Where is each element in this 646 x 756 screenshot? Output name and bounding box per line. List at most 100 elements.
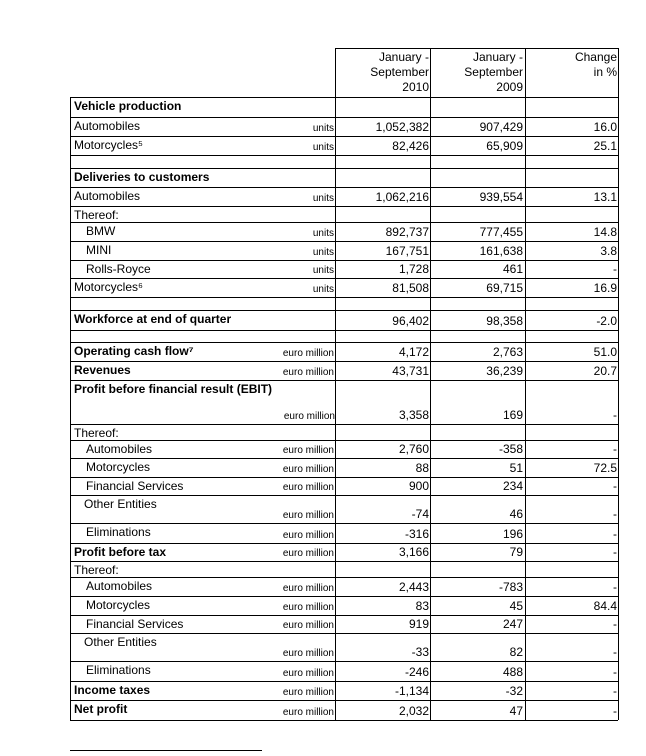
value: -2.0 — [596, 314, 617, 328]
row-rule — [70, 495, 618, 496]
value: 51 — [509, 461, 523, 475]
value: 65,909 — [486, 139, 523, 153]
value: 167,751 — [385, 244, 429, 258]
row-label: Deliveries to customers — [74, 170, 210, 184]
row-rule — [335, 48, 618, 49]
value: 900 — [408, 479, 429, 493]
column-rule — [70, 97, 71, 720]
row-label: Automobiles — [86, 442, 153, 456]
row-label: Operating cash flow⁷ — [74, 344, 194, 358]
row-rule — [70, 661, 618, 662]
value: 13.1 — [593, 190, 617, 204]
unit: units — [312, 123, 334, 134]
unit: euro million — [282, 464, 334, 475]
row-rule — [70, 155, 618, 156]
value: 234 — [502, 479, 523, 493]
value: 892,737 — [385, 225, 429, 239]
column-header: in % — [593, 65, 617, 79]
value: 14.8 — [593, 225, 617, 239]
row-rule — [70, 424, 618, 425]
unit: euro million — [282, 620, 334, 631]
value: - — [613, 408, 617, 422]
column-header: Change — [574, 50, 617, 64]
row-label: Thereof: — [74, 426, 119, 440]
row-label: Automobiles — [74, 189, 141, 203]
value: 2,032 — [398, 704, 429, 718]
row-label: MINI — [86, 243, 112, 257]
value: - — [613, 617, 617, 631]
row-rule — [70, 222, 618, 223]
value: 16.0 — [593, 120, 617, 134]
row-label: Motorcycles⁶ — [74, 280, 143, 294]
row-label: Eliminations — [86, 663, 151, 677]
value: - — [613, 262, 617, 276]
column-header: 2010 — [402, 80, 429, 94]
row-label: Financial Services — [86, 479, 184, 493]
column-header: 2009 — [496, 80, 523, 94]
value: - — [613, 684, 617, 698]
value: 98,358 — [486, 314, 523, 328]
value: -74 — [411, 507, 429, 521]
row-label: Other Entities — [84, 635, 157, 649]
value: - — [613, 479, 617, 493]
column-rule — [618, 48, 619, 720]
value: 2,760 — [398, 442, 429, 456]
unit: euro million — [282, 348, 334, 359]
value: 72.5 — [593, 461, 617, 475]
value: 1,052,382 — [375, 120, 429, 134]
column-rule — [525, 48, 526, 720]
value: 247 — [502, 617, 523, 631]
unit: euro million — [282, 668, 334, 679]
row-rule — [70, 700, 618, 701]
row-rule — [70, 380, 618, 381]
row-rule — [70, 477, 618, 478]
value: 83 — [415, 599, 429, 613]
value: - — [613, 645, 617, 659]
row-label: Motorcycles — [86, 598, 151, 612]
value: 461 — [502, 262, 523, 276]
row-label: Net profit — [74, 702, 128, 716]
value: 51.0 — [593, 345, 617, 359]
row-rule — [70, 615, 618, 616]
value: 36,239 — [486, 364, 523, 378]
unit: units — [312, 247, 334, 258]
unit: units — [312, 142, 334, 153]
value: 1,062,216 — [375, 190, 429, 204]
column-header: September — [464, 65, 523, 79]
unit: units — [312, 284, 334, 295]
value: 3.8 — [600, 244, 617, 258]
unit: euro million — [282, 707, 334, 718]
row-label: Automobiles — [86, 579, 153, 593]
value: 939,554 — [479, 190, 523, 204]
unit: euro million — [282, 482, 334, 493]
value: 47 — [509, 704, 523, 718]
value: 4,172 — [398, 345, 429, 359]
value: -33 — [411, 645, 429, 659]
row-rule — [70, 720, 618, 721]
row-rule — [70, 440, 618, 441]
row-label: Other Entities — [84, 497, 157, 511]
value: - — [613, 704, 617, 718]
row-rule — [70, 241, 618, 242]
value: 2,763 — [492, 345, 523, 359]
column-rule — [335, 48, 336, 720]
unit: euro million — [282, 583, 334, 594]
value: 3,358 — [398, 408, 429, 422]
unit: euro million — [282, 548, 334, 559]
value: -316 — [404, 527, 429, 541]
row-rule — [70, 342, 618, 343]
value: 196 — [502, 527, 523, 541]
unit: euro million — [282, 602, 334, 613]
row-rule — [70, 561, 618, 562]
row-rule — [70, 361, 618, 362]
row-rule — [70, 330, 618, 331]
unit: euro million — [282, 510, 334, 521]
row-rule — [70, 117, 618, 118]
value: 46 — [509, 507, 523, 521]
column-header: January - — [472, 50, 523, 64]
row-rule — [70, 543, 618, 544]
row-label: Rolls-Royce — [86, 262, 151, 276]
row-rule — [70, 633, 618, 634]
row-rule — [70, 681, 618, 682]
value: 2,443 — [398, 580, 429, 594]
